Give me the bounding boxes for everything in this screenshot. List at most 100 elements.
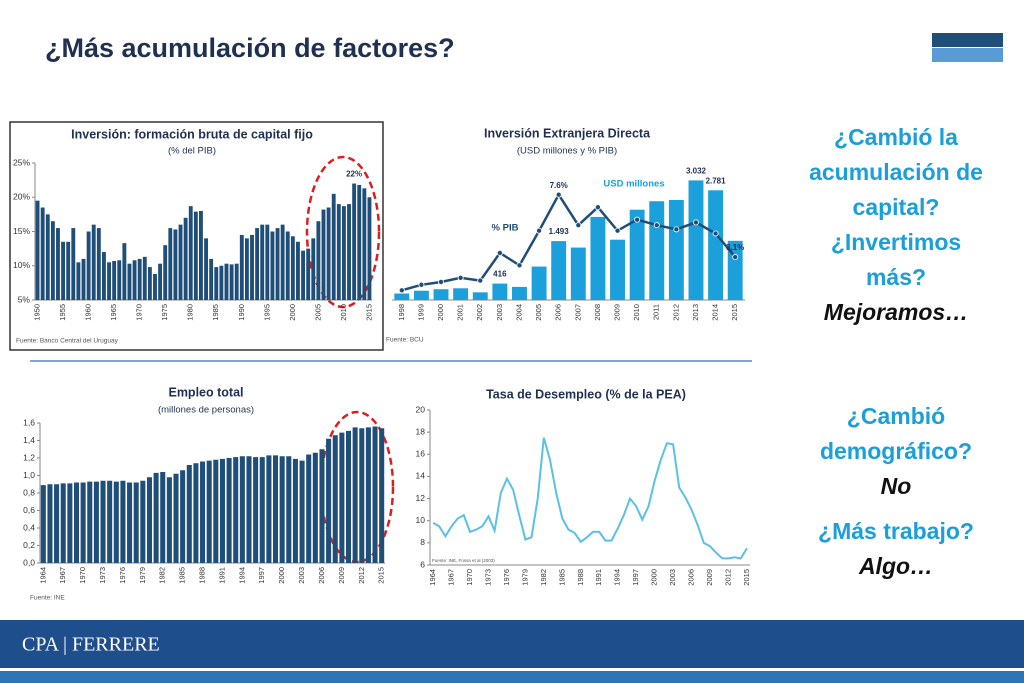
x-tick-label: 2015 bbox=[377, 567, 386, 584]
bar bbox=[279, 456, 285, 563]
bar bbox=[133, 482, 139, 563]
x-tick-label: 1988 bbox=[198, 567, 207, 584]
line-marker bbox=[673, 226, 680, 233]
x-tick-label: 1970 bbox=[78, 567, 87, 584]
bar bbox=[178, 224, 183, 300]
side-question: capital? bbox=[853, 194, 940, 220]
bar bbox=[80, 482, 86, 563]
x-tick-label: 1982 bbox=[539, 569, 548, 586]
x-tick-label: 2012 bbox=[723, 569, 732, 586]
bar bbox=[54, 484, 60, 563]
bar bbox=[331, 193, 336, 300]
x-tick-label: 2009 bbox=[613, 304, 622, 321]
x-tick-label: 1965 bbox=[109, 304, 118, 321]
bar bbox=[166, 477, 172, 563]
line-marker bbox=[614, 227, 621, 234]
y-tick-label: 0,8 bbox=[23, 487, 35, 497]
x-tick-label: 2014 bbox=[711, 304, 720, 321]
bar bbox=[193, 463, 199, 563]
bar bbox=[73, 482, 80, 563]
bar bbox=[275, 228, 280, 300]
line-marker bbox=[712, 230, 719, 237]
bar bbox=[146, 477, 152, 563]
bar bbox=[413, 290, 429, 300]
bar bbox=[96, 228, 101, 300]
bar bbox=[140, 480, 146, 563]
x-tick-label: 1975 bbox=[160, 304, 169, 321]
value-label: 22% bbox=[346, 170, 362, 179]
bar bbox=[610, 239, 625, 300]
bar bbox=[50, 221, 55, 300]
bar bbox=[285, 231, 290, 300]
bar bbox=[234, 263, 239, 300]
bar bbox=[352, 427, 358, 563]
bar bbox=[200, 461, 206, 563]
x-tick-label: 2000 bbox=[288, 304, 297, 321]
bar bbox=[81, 258, 86, 300]
bar bbox=[213, 459, 219, 563]
bar bbox=[40, 485, 46, 563]
line-marker bbox=[575, 222, 582, 229]
bar bbox=[570, 247, 586, 300]
chart-source: Fuente: INE, Fossa et al (2003) bbox=[432, 558, 495, 563]
x-tick-label: 2007 bbox=[573, 304, 582, 321]
bar bbox=[312, 452, 318, 563]
bar bbox=[326, 207, 331, 300]
x-tick-label: 2013 bbox=[691, 304, 700, 321]
bar bbox=[219, 458, 225, 563]
y-tick-label: 0,2 bbox=[23, 540, 35, 550]
x-tick-label: 2015 bbox=[730, 304, 739, 321]
bar bbox=[372, 426, 378, 563]
x-tick-label: 1994 bbox=[237, 567, 246, 584]
bar bbox=[352, 183, 357, 300]
chart-subtitle: (% del PIB) bbox=[168, 146, 216, 157]
bar bbox=[239, 456, 245, 563]
x-tick-label: 1985 bbox=[211, 304, 220, 321]
bar bbox=[117, 260, 122, 300]
x-tick-label: 1988 bbox=[576, 569, 585, 586]
bar bbox=[188, 206, 193, 300]
bar bbox=[336, 204, 341, 300]
side-question: demográfico? bbox=[820, 438, 972, 464]
bar bbox=[286, 456, 292, 563]
x-tick-label: 1997 bbox=[257, 567, 266, 584]
x-tick-label: 1955 bbox=[58, 304, 67, 321]
footer-text: CPA | FERRERE bbox=[22, 634, 160, 656]
bar bbox=[112, 260, 117, 300]
line-marker bbox=[516, 262, 523, 269]
bar bbox=[326, 438, 332, 563]
bar bbox=[120, 480, 126, 563]
bar bbox=[160, 472, 166, 563]
line bbox=[432, 437, 748, 560]
bar bbox=[100, 480, 106, 563]
x-tick-label: 2012 bbox=[671, 304, 680, 321]
bar bbox=[158, 263, 163, 300]
x-tick-label: 2012 bbox=[357, 567, 366, 584]
side-answer: Algo… bbox=[858, 553, 933, 579]
value-label: 3,1% bbox=[726, 243, 744, 252]
bar bbox=[132, 260, 137, 300]
bar bbox=[453, 288, 469, 300]
bar bbox=[209, 258, 214, 300]
chart-subtitle: (USD millones y % PIB) bbox=[517, 146, 617, 157]
x-tick-label: 1973 bbox=[98, 567, 107, 584]
line-marker bbox=[438, 278, 445, 285]
y-tick-label: 6 bbox=[420, 559, 425, 569]
line-marker bbox=[418, 281, 425, 288]
bar bbox=[379, 428, 385, 563]
side-question: ¿Cambió bbox=[847, 403, 945, 429]
bar bbox=[66, 241, 71, 300]
highlight-ellipse bbox=[305, 155, 381, 309]
bar bbox=[56, 228, 60, 300]
bar bbox=[492, 283, 508, 300]
bar bbox=[365, 427, 371, 563]
chart-source: Fuente: INE bbox=[30, 595, 65, 602]
bar bbox=[347, 204, 351, 300]
x-tick-label: 2003 bbox=[495, 304, 504, 321]
chart-frame bbox=[9, 121, 384, 351]
bar bbox=[180, 470, 186, 563]
chart-subtitle: (millones de personas) bbox=[158, 405, 254, 416]
bar bbox=[339, 432, 345, 563]
line-marker bbox=[732, 254, 739, 261]
bar bbox=[61, 241, 66, 300]
